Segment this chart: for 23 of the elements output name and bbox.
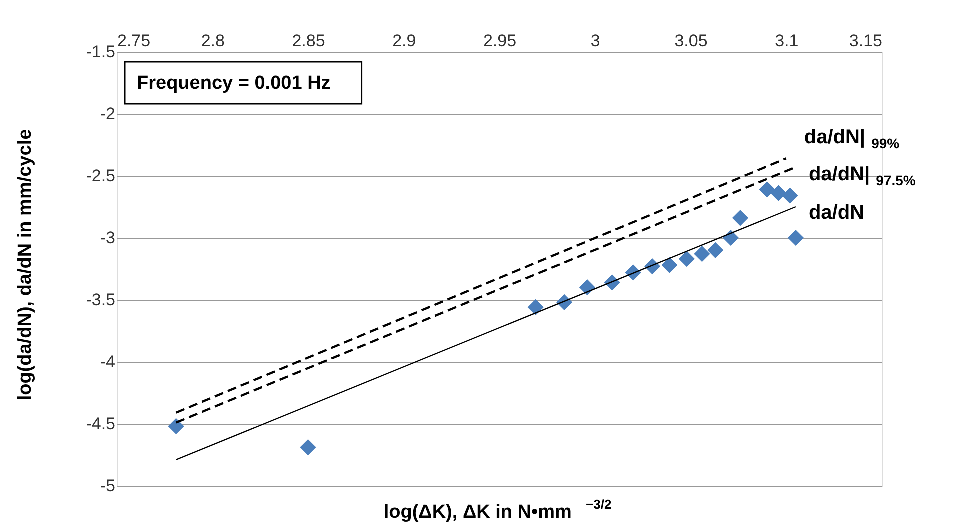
series-label: da/dN|97.5% [808, 163, 916, 188]
y-tick-label: -2 [100, 104, 116, 124]
x-tick-label: 2.85 [292, 32, 326, 50]
x-tick-label: 3.05 [674, 32, 708, 50]
x-tick-label: 3.15 [849, 32, 882, 50]
y-tick-label: -4.5 [86, 414, 116, 434]
x-tick-label: 3.1 [775, 32, 799, 50]
x-tick-label: 2.8 [201, 32, 225, 50]
y-tick-label: -3.5 [86, 290, 116, 310]
x-axis-title: log(ΔK), ΔK in N•mm−3/2 [384, 497, 612, 523]
x-tick-label: 2.95 [483, 32, 517, 50]
series-label: da/dN|99% [804, 126, 900, 152]
annotation: Frequency = 0.001 Hz [137, 73, 331, 94]
y-tick-label: -1.5 [86, 42, 116, 62]
y-tick-label: -2.5 [86, 166, 116, 186]
y-axis-title: log(da/dN), da/dN in mm/cycle [15, 129, 36, 401]
x-tick-label: 3 [590, 32, 600, 50]
y-tick-label: -4 [100, 352, 116, 372]
x-tick-label: 2.75 [118, 32, 151, 50]
y-tick-label: -3 [100, 228, 116, 248]
x-tick-label: 2.9 [392, 32, 416, 50]
y-tick-label: -5 [100, 476, 116, 496]
series-label: da/dN [808, 202, 864, 224]
